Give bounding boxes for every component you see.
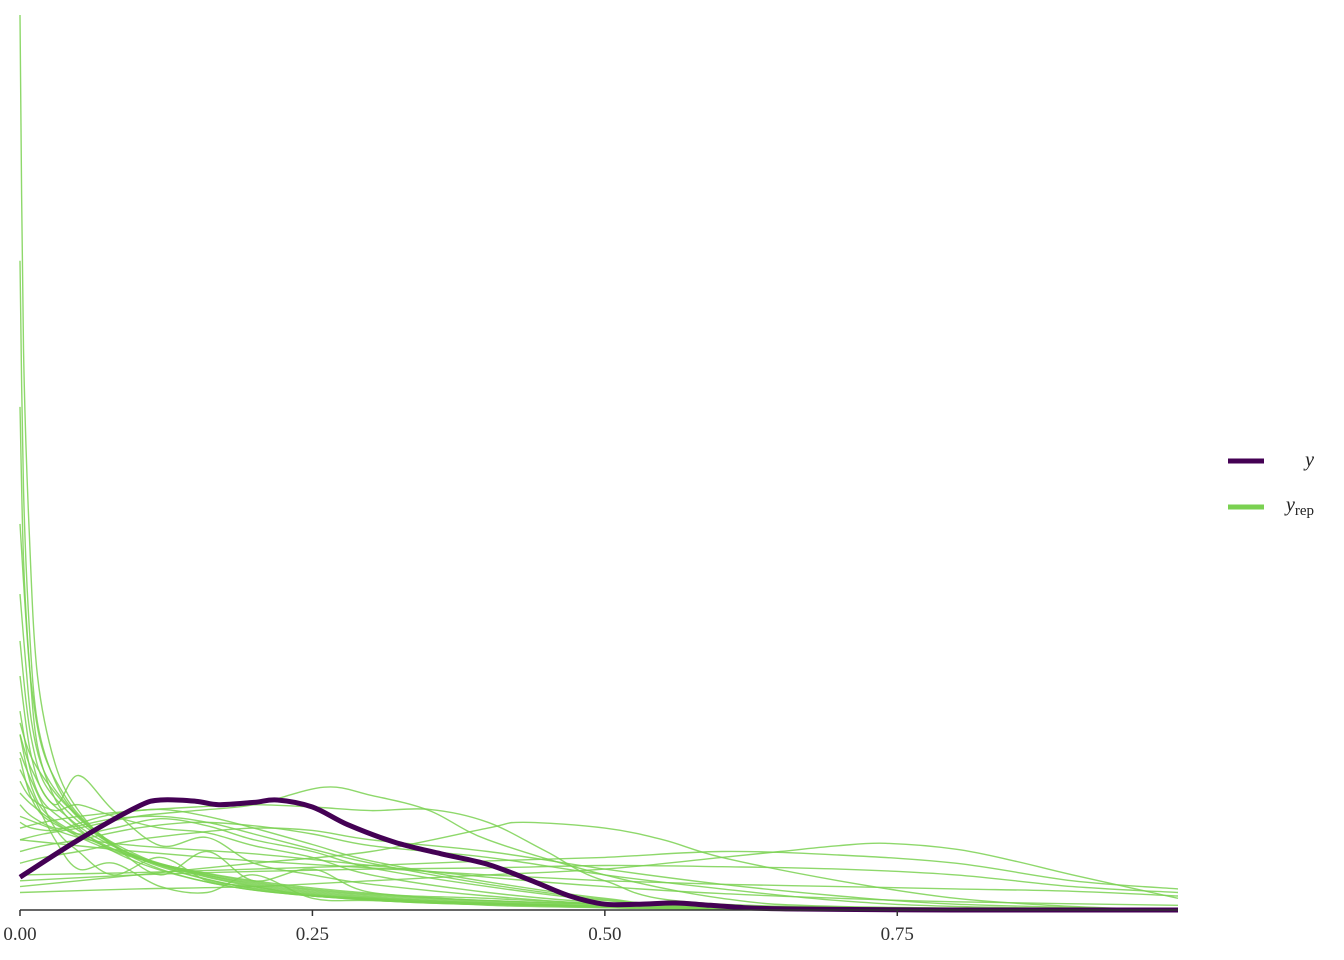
replicate-line-7 — [19, 675, 1179, 911]
plot-area — [18, 14, 1179, 913]
replicate-line-16 — [19, 722, 1179, 911]
legend-label-yrep: yrep — [1284, 494, 1314, 519]
replicate-line-17 — [19, 769, 1179, 911]
replicate-line-23 — [19, 821, 1179, 911]
replicate-line-10 — [19, 757, 1179, 911]
replicate-line-4 — [19, 523, 1179, 911]
replicate-line-27 — [19, 839, 1179, 897]
replicate-line-28 — [19, 815, 1179, 906]
replicate-line-24 — [19, 842, 1179, 899]
replicate-line-15 — [19, 808, 1179, 911]
x-tick-label-2: 0.50 — [588, 924, 621, 945]
replicate-line-26 — [19, 864, 1179, 894]
legend: y yrep — [1228, 449, 1314, 519]
x-tick-label-0: 0.00 — [3, 924, 36, 945]
x-axis: 0.00 0.25 0.50 0.75 — [3, 910, 914, 945]
x-tick-label-3: 0.75 — [881, 924, 914, 945]
replicate-line-1 — [19, 14, 1179, 911]
legend-label-y: y — [1303, 449, 1314, 471]
replicate-line-25 — [19, 850, 1179, 890]
replicate-line-3 — [19, 406, 1179, 911]
x-tick-label-1: 0.25 — [296, 924, 329, 945]
replicate-line-2 — [19, 260, 1179, 911]
replicate-density-lines — [19, 14, 1179, 911]
replicate-line-21 — [19, 786, 1179, 911]
replicate-line-5 — [19, 594, 1179, 911]
